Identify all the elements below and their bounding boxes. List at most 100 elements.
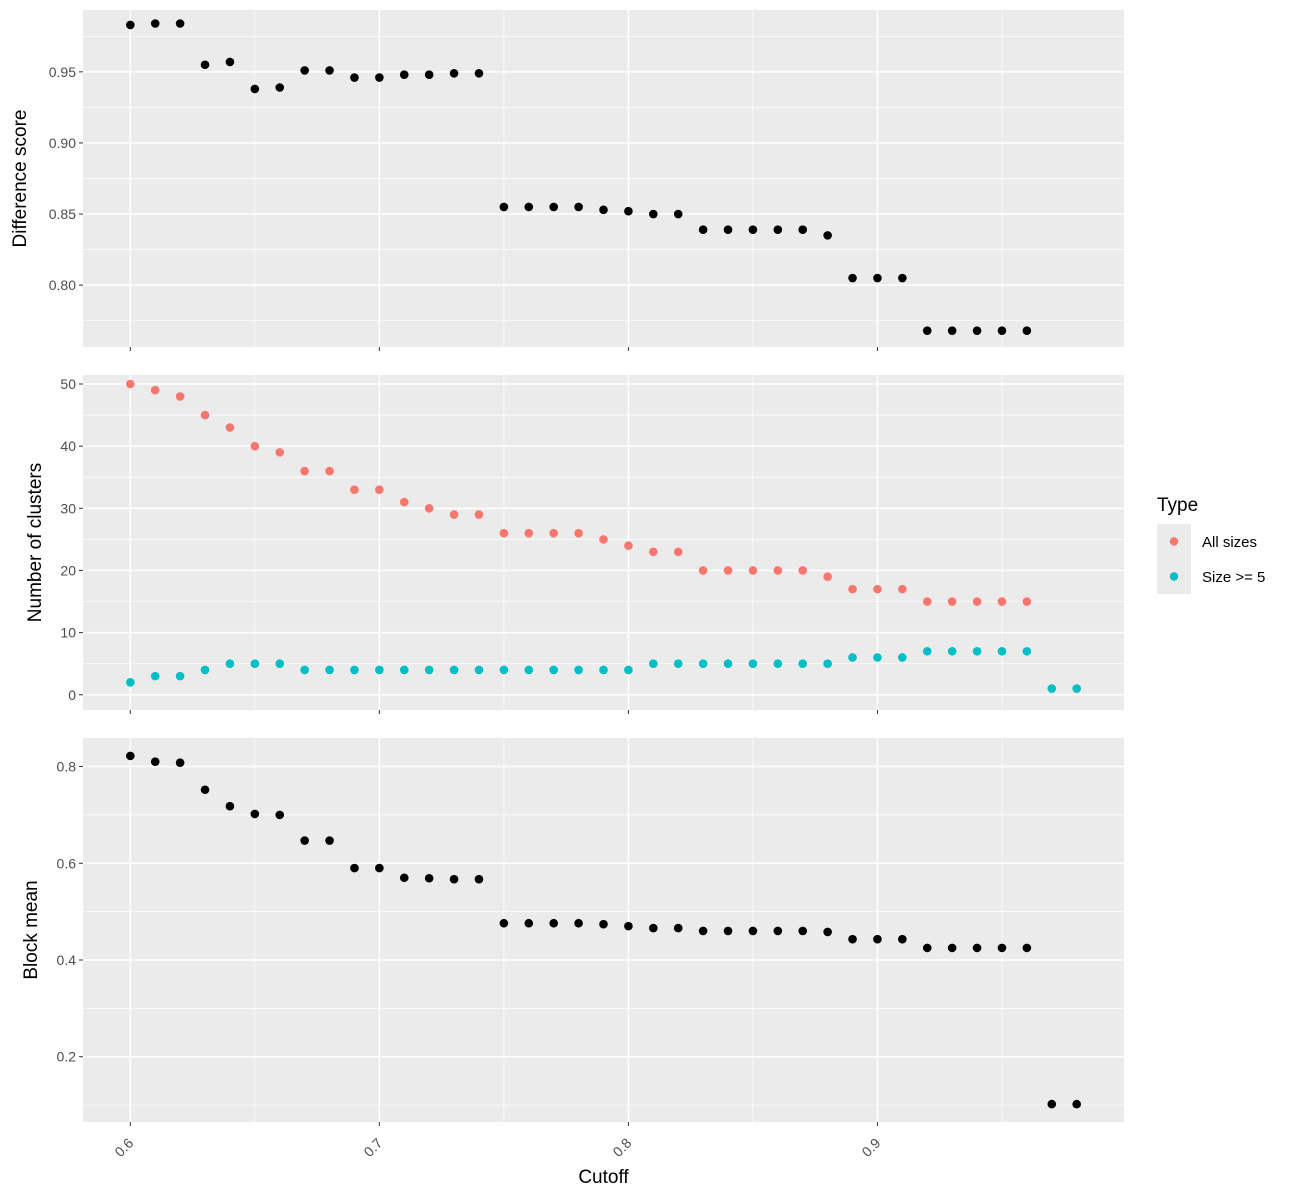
y-axis-ticks: 0.2 0.4 0.6 0.8 <box>57 759 83 1065</box>
data-point <box>275 448 285 457</box>
data-point <box>275 810 285 820</box>
panel-block-mean: 0.2 0.4 0.6 0.8 Block mean <box>21 738 1124 1126</box>
data-point <box>524 918 534 928</box>
data-point <box>624 541 633 550</box>
data-point <box>325 836 334 845</box>
data-point <box>275 659 285 668</box>
data-point <box>399 665 409 675</box>
minor-gridlines <box>83 738 1124 1122</box>
y-tick-label: 40 <box>60 438 76 454</box>
x-tick-label: 0.7 <box>360 1135 385 1160</box>
data-point <box>574 665 583 675</box>
data-point <box>126 678 135 687</box>
data-point <box>1047 1099 1057 1109</box>
panel-number-of-clusters: 0 10 20 30 40 50 Number of clusters <box>25 375 1124 714</box>
data-points <box>126 751 1081 1109</box>
y-axis-ticks: 0 10 20 30 40 50 <box>60 376 83 703</box>
data-point <box>549 202 558 212</box>
data-point <box>798 659 808 668</box>
data-point <box>873 273 882 283</box>
data-point <box>225 801 235 811</box>
x-tick-label: 0.8 <box>609 1135 634 1160</box>
y-tick-label: 20 <box>60 562 76 578</box>
data-point <box>126 20 135 30</box>
data-point <box>698 225 708 234</box>
data-point <box>375 863 384 873</box>
y-tick-label: 0.80 <box>49 277 76 293</box>
y-tick-label: 0.95 <box>49 64 76 80</box>
data-point <box>673 547 683 557</box>
data-point <box>300 466 309 476</box>
y-axis-title: Number of clusters <box>25 463 46 622</box>
data-point <box>922 326 932 335</box>
x-axis-ticks <box>129 710 878 714</box>
y-tick-label: 50 <box>60 376 76 392</box>
data-point <box>898 584 907 594</box>
data-point <box>474 665 484 675</box>
data-point <box>524 528 534 538</box>
data-point <box>848 653 857 662</box>
data-point <box>947 943 957 953</box>
x-axis-ticks <box>129 347 878 351</box>
data-point <box>649 923 658 933</box>
data-point <box>624 665 633 675</box>
data-point <box>673 659 683 668</box>
data-point <box>698 926 708 936</box>
data-point <box>474 510 484 519</box>
data-point <box>723 659 733 668</box>
data-point <box>225 57 235 67</box>
data-point <box>848 273 857 283</box>
data-point <box>499 202 509 212</box>
data-point <box>175 392 185 401</box>
data-point <box>997 943 1007 953</box>
x-tick-label: 0.6 <box>111 1135 136 1160</box>
data-point <box>150 671 160 681</box>
data-point <box>624 206 633 216</box>
y-tick-label: 30 <box>60 500 76 516</box>
major-gridlines <box>83 738 1124 1122</box>
data-point <box>972 646 982 656</box>
data-point <box>449 874 459 884</box>
data-point <box>250 441 260 451</box>
data-point <box>350 485 359 494</box>
data-point <box>599 919 608 929</box>
data-point <box>150 19 160 28</box>
x-axis-title: Cutoff <box>578 1167 629 1188</box>
data-point <box>574 528 583 538</box>
data-point <box>997 646 1007 656</box>
x-tick-label: 0.9 <box>858 1135 883 1160</box>
data-point <box>350 863 359 873</box>
y-axis-ticks: 0.80 0.85 0.90 0.95 <box>49 64 83 293</box>
data-point <box>499 918 509 928</box>
legend-title: Type <box>1157 495 1198 516</box>
major-gridlines <box>83 375 1124 710</box>
data-point <box>748 926 758 936</box>
data-point <box>723 566 733 575</box>
legend-marker-all-sizes <box>1169 537 1179 546</box>
data-point <box>524 665 534 675</box>
data-point <box>175 671 185 681</box>
x-axis-tick-labels: 0.6 0.7 0.8 0.9 <box>111 1135 883 1160</box>
data-point <box>200 665 210 675</box>
data-point <box>972 597 982 606</box>
data-point <box>1047 684 1057 693</box>
y-tick-label: 0.90 <box>49 135 76 151</box>
legend-label-all-sizes: All sizes <box>1202 534 1257 551</box>
data-point <box>873 934 882 944</box>
data-point <box>698 566 708 575</box>
panel-background <box>83 738 1124 1122</box>
data-point <box>773 225 783 234</box>
y-tick-label: 0.8 <box>57 759 77 775</box>
data-point <box>898 653 907 662</box>
data-point <box>723 225 733 234</box>
data-point <box>649 209 658 219</box>
panel-difference-score: 0.80 0.85 0.90 0.95 Difference score <box>10 10 1124 351</box>
data-point <box>1022 597 1032 606</box>
data-point <box>225 659 235 668</box>
data-point <box>773 659 783 668</box>
legend-label-size-ge-5: Size >= 5 <box>1202 569 1265 586</box>
data-point <box>798 926 808 936</box>
data-point <box>375 665 384 675</box>
data-point <box>449 510 459 519</box>
